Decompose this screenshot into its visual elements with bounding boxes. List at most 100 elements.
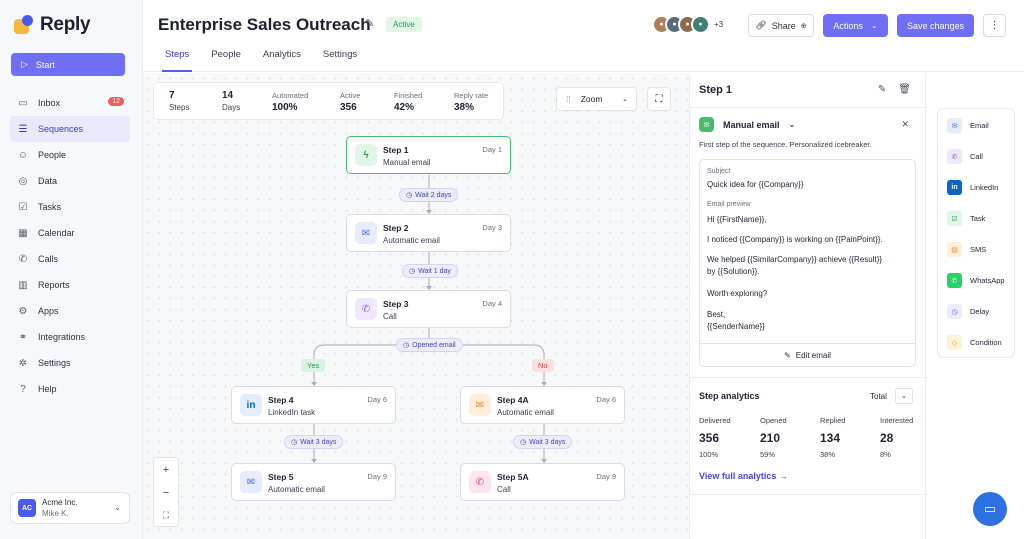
sidebar-item-tasks[interactable]: ☑ Tasks (18, 201, 62, 213)
tab-analytics[interactable]: Analytics (262, 49, 301, 60)
zoom-out-icon[interactable]: − (162, 486, 170, 499)
chevron-down-icon: ⌄ (114, 503, 121, 512)
phone-icon: ✆ (947, 149, 962, 164)
data-icon: ◎ (18, 175, 28, 187)
analytics-filter-select[interactable]: Total ⌄ (870, 388, 913, 404)
reply-logo-icon (14, 15, 34, 35)
branch-yes-label: Yes (301, 359, 326, 372)
page-title: Enterprise Sales Outreach (158, 15, 371, 34)
sms-icon: ▤ (947, 242, 962, 257)
analytics-replied: Replied 134 38% (820, 416, 846, 459)
sidebar-item-data[interactable]: ◎ Data (18, 175, 58, 187)
analytics-interested: Interested 28 8% (880, 416, 914, 459)
email-icon: ✉ (355, 222, 377, 244)
palette-item-task[interactable]: ☑ Task (947, 211, 985, 226)
share-button[interactable]: 🔗︎ Share ⊕ (748, 14, 814, 37)
tab-steps[interactable]: Steps (154, 44, 200, 72)
step-node-5a[interactable]: ✆ Step 5A Call Day 9 (460, 463, 625, 501)
collapse-icon[interactable]: ✕ (901, 119, 909, 129)
linkedin-icon: in (947, 180, 962, 195)
email-preview-box: Subject Quick idea for {{Company}} Email… (699, 159, 916, 367)
linkedin-icon: in (240, 394, 262, 416)
fullscreen-icon[interactable]: ⛶ (647, 87, 671, 111)
step-node-3[interactable]: ✆ Step 3 Call Day 4 (346, 290, 511, 328)
clock-icon: ◷ (520, 439, 527, 446)
sidebar-item-sequences[interactable]: ☰ Sequences (10, 116, 130, 142)
sidebar-item-help[interactable]: ? Help (10, 376, 130, 402)
palette-item-delay[interactable]: ◷ Delay (947, 304, 989, 319)
start-button[interactable]: ▷ Start (11, 53, 125, 76)
sidebar-item-settings[interactable]: ✲ Settings (18, 357, 71, 369)
palette-item-email[interactable]: ✉ Email (947, 118, 989, 133)
tab-settings[interactable]: Settings (322, 49, 358, 60)
wait-badge[interactable]: ◷ Wait 2 days (399, 188, 459, 202)
palette-item-linkedin[interactable]: in LinkedIn (947, 180, 998, 195)
trash-icon[interactable]: 🗑︎ (898, 84, 911, 95)
chevron-down-icon: ⌄ (622, 96, 628, 103)
flow-canvas[interactable]: 7 Steps 14 Days Automated 100% Active 356 Fi… (143, 73, 689, 539)
gear-icon: ✲ (18, 357, 28, 369)
task-icon: ☑ (947, 211, 962, 226)
phone-icon: ✆ (355, 298, 377, 320)
help-icon: ? (20, 383, 26, 395)
email-subject: Quick idea for {{Company}} (707, 180, 804, 189)
edit-title-icon[interactable]: ✎ (365, 18, 375, 30)
palette-item-whatsapp[interactable]: ✆ WhatsApp (947, 273, 1005, 288)
avatar: ● (691, 15, 710, 34)
email-icon: ✉ (469, 394, 491, 416)
reports-icon: ▥ (18, 279, 28, 291)
wait-badge[interactable]: ◷ Wait 3 days (513, 435, 573, 449)
step-node-4a[interactable]: ✉ Step 4A Automatic email Day 6 (460, 386, 625, 424)
play-icon: ▷ (21, 59, 28, 69)
inbox-badge: 12 (108, 97, 124, 106)
analytics-title: Step analytics (699, 391, 760, 401)
sidebar-item-people[interactable]: ☺ People (17, 149, 67, 161)
step-node-1[interactable]: ϟ Step 1 Manual email Day 1 (346, 136, 511, 174)
clock-icon: ◷ (409, 268, 416, 275)
step-type-select[interactable]: ✉ Manual email ⌄ (699, 117, 795, 132)
zoom-in-icon[interactable]: + (162, 463, 170, 476)
sidebar-item-reports[interactable]: ▥ Reports (18, 279, 70, 291)
link-icon: 🔗︎ (755, 20, 767, 30)
collaborators[interactable]: ● ● ● ● +3 (652, 15, 723, 34)
edit-email-button[interactable]: ✎ Edit email (700, 343, 915, 367)
palette-item-call[interactable]: ✆ Call (947, 149, 983, 164)
sidebar-item-calls[interactable]: ✆ Calls (18, 253, 59, 265)
palette-item-condition[interactable]: ◇ Condition (947, 335, 1002, 350)
condition-badge[interactable]: ◷ Opened email (396, 338, 463, 352)
header: Enterprise Sales Outreach ✎ Active ● ● ●… (143, 0, 1024, 72)
step-details-panel: Step 1 ✎ 🗑︎ ✉ Manual email ⌄ ✕ First ste… (689, 73, 927, 539)
sidebar-item-integrations[interactable]: ⚭ Integrations (18, 331, 86, 343)
email-icon: ✉ (699, 117, 714, 132)
tab-people[interactable]: People (211, 49, 241, 60)
step-node-5[interactable]: ✉ Step 5 Automatic email Day 9 (231, 463, 396, 501)
wait-badge[interactable]: ◷ Wait 1 day (402, 264, 458, 278)
apps-icon: ⚙ (18, 305, 28, 317)
chat-support-icon[interactable]: ▭ (973, 492, 1007, 526)
condition-icon: ◇ (947, 335, 962, 350)
drag-handle-icon: ⁞⁞ (566, 94, 571, 104)
sidebar-item-calendar[interactable]: ▦ Calendar (18, 227, 75, 239)
tabs: Steps People Analytics Settings (154, 44, 368, 72)
palette-item-sms[interactable]: ▤ SMS (947, 242, 986, 257)
step-description: First step of the sequence. Personalized… (699, 140, 872, 149)
step-node-2[interactable]: ✉ Step 2 Automatic email Day 3 (346, 214, 511, 252)
logo[interactable]: Reply (14, 14, 91, 36)
avatars-more: +3 (714, 20, 724, 29)
tasks-icon: ☑ (18, 201, 28, 213)
save-changes-button[interactable]: Save changes (897, 14, 974, 37)
sidebar-item-inbox[interactable]: ▭ Inbox 12 (10, 90, 130, 116)
account-switcher[interactable]: AC Acme Inc. Mike K. ⌄ (10, 492, 130, 524)
edit-icon[interactable]: ✎ (877, 84, 887, 95)
view-analytics-link[interactable]: View full analytics → (699, 471, 788, 481)
more-options-icon[interactable]: ⋮ (983, 14, 1006, 37)
zoom-select[interactable]: ⁞⁞ Zoom ⌄ (556, 87, 637, 111)
actions-button[interactable]: Actions ⌄ (823, 14, 888, 37)
step-node-4[interactable]: in Step 4 LinkedIn task Day 6 (231, 386, 396, 424)
phone-icon: ✆ (469, 471, 491, 493)
sidebar-item-apps[interactable]: ⚙ Apps (18, 305, 59, 317)
analytics-delivered: Delivered 356 100% (699, 416, 731, 459)
branch-no-label: No (532, 359, 554, 372)
wait-badge[interactable]: ◷ Wait 3 days (284, 435, 344, 449)
fit-view-icon[interactable]: ⛶ (162, 510, 170, 520)
